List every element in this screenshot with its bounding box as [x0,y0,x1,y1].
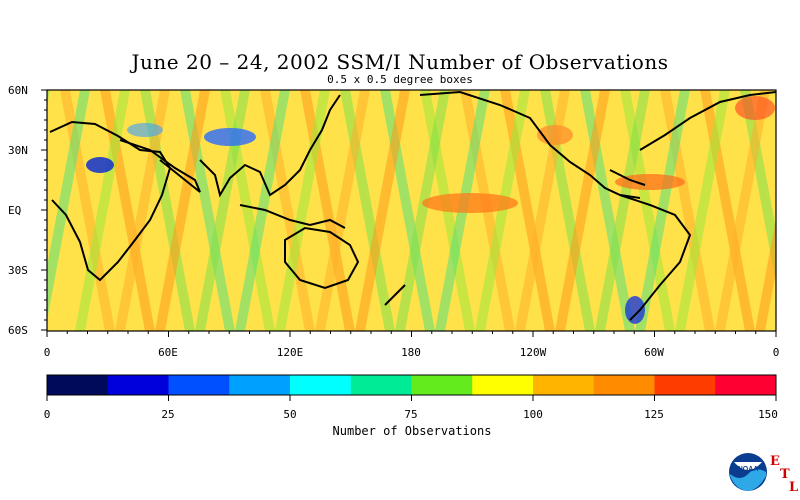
lat-label-60n: 60N [8,84,28,97]
noaa-logo-text: NOAA [738,466,759,473]
colorbar-swatch [533,375,595,395]
lon-label-0: 0 [43,346,51,359]
colorbar-swatch [654,375,716,395]
colorbar-tick-label: 100 [523,408,543,421]
colorbar-tick-label: 50 [283,408,297,421]
lat-label-eq: EQ [8,204,22,217]
colorbar-tick-label: 25 [161,408,175,421]
lon-label-120w: 120W [519,346,547,359]
colorbar-swatch [47,375,109,395]
colorbar-swatch [715,375,777,395]
colorbar-tick-label: 150 [758,408,778,421]
etl-letter-t: T [780,467,790,482]
colorbar-tick-label: 75 [404,408,418,421]
lat-label-30s: 30S [8,264,28,277]
colorbar-swatch [593,375,655,395]
colorbar-title: Number of Observations [332,424,492,438]
colorbar-swatch [168,375,230,395]
colorbar-swatch [350,375,412,395]
colorbar-swatch [107,375,169,395]
colorbar [46,374,777,401]
lon-label-0-east: 0 [772,346,780,359]
lat-label-60s: 60S [8,324,28,337]
lon-label-120e: 120E [276,346,304,359]
map-field [47,90,776,331]
coastlines [49,90,776,321]
colorbar-tick-label: 0 [43,408,51,421]
colorbar-swatch [472,375,534,395]
lon-label-60e: 60E [158,346,178,359]
colorbar-swatch [411,375,473,395]
lon-label-180: 180 [401,346,421,359]
noaa-logo: NOAA [729,453,767,491]
colorbar-tick-label: 125 [644,408,664,421]
lon-label-60w: 60W [644,346,664,359]
colorbar-swatch [290,375,352,395]
etl-letter-l: L [789,480,799,495]
lat-label-30n: 30N [8,144,28,157]
etl-letter-e: E [770,454,780,469]
colorbar-swatch [229,375,291,395]
map-subtitle: 0.5 x 0.5 degree boxes [327,73,473,86]
map-title: June 20 – 24, 2002 SSM/I Number of Obser… [131,50,669,74]
